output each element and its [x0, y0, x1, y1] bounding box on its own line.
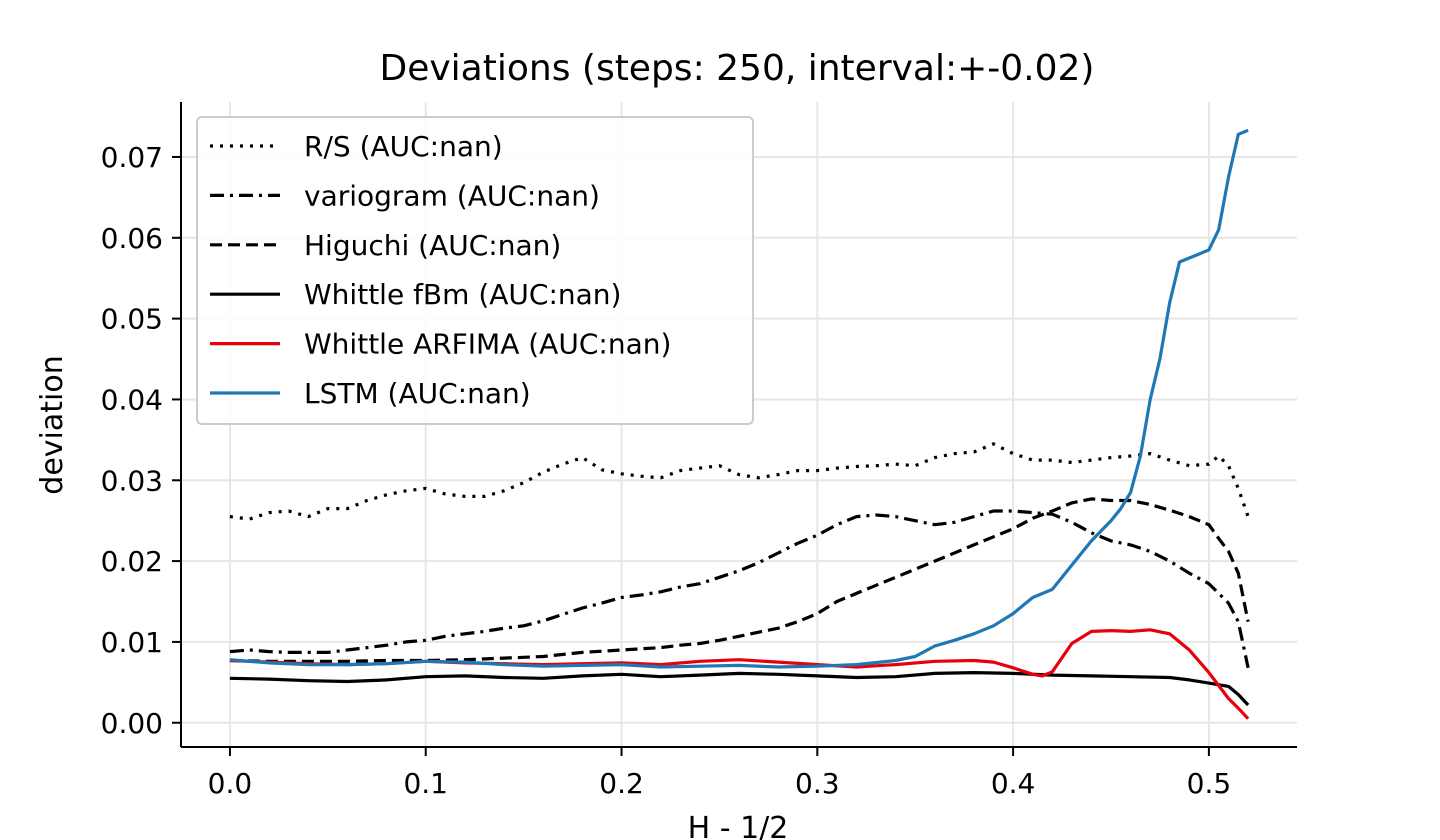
y-tick-label: 0.07	[101, 141, 163, 174]
legend-box	[196, 116, 754, 425]
x-tick-label: 0.5	[1187, 767, 1232, 800]
y-tick-label: 0.03	[101, 464, 163, 497]
x-tick-label: 0.1	[403, 767, 448, 800]
y-tick-label: 0.06	[101, 222, 163, 255]
legend-label: Whittle fBm (AUC:nan)	[304, 278, 621, 311]
y-tick-label: 0.02	[101, 545, 163, 578]
legend: R/S (AUC:nan) variogram (AUC:nan) Higuchi …	[196, 116, 754, 425]
legend-label: variogram (AUC:nan)	[304, 179, 600, 212]
y-tick-label: 0.04	[101, 383, 163, 416]
legend-label: LSTM (AUC:nan)	[304, 377, 531, 410]
y-tick-label: 0.01	[101, 626, 163, 659]
legend-label: R/S (AUC:nan)	[304, 130, 503, 163]
x-tick-label: 0.2	[599, 767, 644, 800]
y-axis-label: deviation	[35, 355, 70, 494]
series-line	[229, 128, 1249, 669]
x-tick-label: 0.4	[991, 767, 1036, 800]
chart-title: Deviations (steps: 250, interval:+-0.02)	[380, 48, 1095, 89]
legend-label: Higuchi (AUC:nan)	[304, 229, 561, 262]
series-lines	[229, 128, 1250, 720]
series-line	[229, 509, 1250, 669]
ticks: 0.0 0.1 0.2 0.3 0.4 0.5 0.00 0.01 0.02 0.03 0.04 0.…	[101, 141, 1232, 800]
series-line	[229, 671, 1250, 707]
series-line	[229, 442, 1250, 521]
x-axis-label: H - 1/2	[688, 811, 789, 840]
x-tick-label: 0.3	[795, 767, 840, 800]
legend-label: Whittle ARFIMA (AUC:nan)	[304, 328, 671, 361]
series-line	[229, 497, 1250, 663]
y-tick-label: 0.05	[101, 303, 163, 336]
axes	[180, 102, 1297, 748]
x-tick-label: 0.0	[208, 767, 253, 800]
y-tick-label: 0.00	[101, 707, 163, 740]
